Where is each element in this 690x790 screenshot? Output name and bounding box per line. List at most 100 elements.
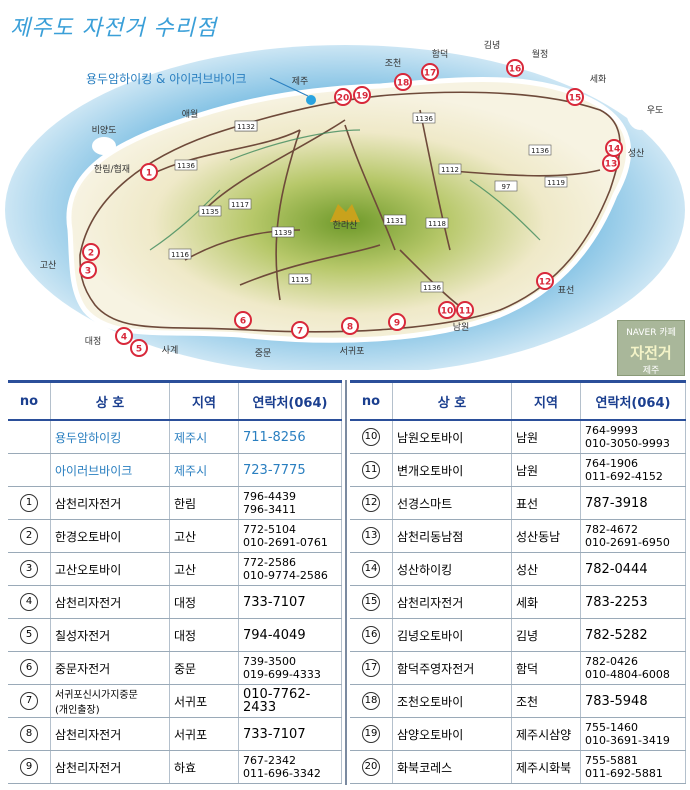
road-sign <box>438 163 462 175</box>
map-marker-label: 12 <box>539 278 552 288</box>
place-label: 고산 <box>40 260 57 271</box>
shop-name: 중문자전거 <box>50 651 170 685</box>
table-row: 14 성산하이킹 성산 782-0444 <box>350 552 686 586</box>
table-row: 9 삼천리자전거 하효 767-2342 011-696-3342 <box>8 750 342 784</box>
shop-name: 삼천리동남점 <box>392 519 512 553</box>
table-row: 4 삼천리자전거 대정 733-7107 <box>8 585 342 619</box>
shop-phone: 739-3500 019-699-4333 <box>238 651 342 685</box>
shop-name: 한경오토바이 <box>50 519 170 553</box>
shop-region: 성산동남 <box>511 519 581 553</box>
shop-phone: 782-0426 010-4804-6008 <box>580 651 686 685</box>
table-row: 8 삼천리자전거 서귀포 733-7107 <box>8 717 342 751</box>
map-marker[interactable] <box>130 339 148 357</box>
map-marker-label: 15 <box>569 94 582 104</box>
table-row: 13 삼천리동남점 성산동남 782-4672 010-2691-6950 <box>350 519 686 553</box>
map-marker[interactable] <box>421 63 439 81</box>
shop-phone: 723-7775 <box>238 453 342 487</box>
road-number: 1136 <box>423 284 441 292</box>
place-label: 세화 <box>590 74 607 85</box>
map-marker-label: 10 <box>441 307 454 317</box>
map-marker[interactable] <box>334 88 352 106</box>
shop-phone: 787-3918 <box>580 486 686 520</box>
shop-name: 서귀포신시가지중문 (개인출장) <box>50 684 170 718</box>
shop-phone: 782-5282 <box>580 618 686 652</box>
map-marker[interactable] <box>394 73 412 91</box>
map-marker-label: 4 <box>121 333 127 343</box>
shop-region: 대정 <box>169 618 239 652</box>
col-name: 상 호 <box>392 380 512 421</box>
row-number: 20 <box>350 750 393 784</box>
map-marker[interactable] <box>506 59 524 77</box>
map-marker[interactable] <box>79 261 97 279</box>
map-marker[interactable] <box>291 321 309 339</box>
map-marker-label: 13 <box>605 160 618 170</box>
shop-phone: 733-7107 <box>238 585 342 619</box>
map-marker-label: 8 <box>347 323 353 333</box>
col-region: 지역 <box>511 380 581 421</box>
road-sign <box>420 281 444 293</box>
row-number: 7 <box>8 684 51 718</box>
shop-name: 고산오토바이 <box>50 552 170 586</box>
map-marker[interactable] <box>566 88 584 106</box>
place-label: 대정 <box>85 336 102 347</box>
map-marker-label: 18 <box>397 79 410 89</box>
shop-region: 한림 <box>169 486 239 520</box>
table-row: 18 조천오토바이 조천 783-5948 <box>350 684 686 718</box>
row-number: 18 <box>350 684 393 718</box>
shop-name: 삼천리자전거 <box>50 486 170 520</box>
shop-region: 대정 <box>169 585 239 619</box>
map-marker[interactable] <box>536 272 554 290</box>
naver-cafe-badge[interactable]: NAVER 카페 자전거 제주 <box>617 320 685 376</box>
shop-name: 남원오토바이 <box>392 420 512 454</box>
road-number: 1115 <box>291 276 309 284</box>
place-label: 월정 <box>532 48 549 60</box>
road-number: 97 <box>502 183 511 191</box>
table-row: 12 선경스마트 표선 787-3918 <box>350 486 686 520</box>
shop-name: 화북코레스 <box>392 750 512 784</box>
road-sign <box>168 248 192 260</box>
place-label: 사계 <box>162 344 179 356</box>
map-marker[interactable] <box>82 243 100 261</box>
badge-top: NAVER 카페 <box>626 328 676 338</box>
map-marker[interactable] <box>353 86 371 104</box>
map-marker[interactable] <box>605 139 623 157</box>
map-marker[interactable] <box>115 327 133 345</box>
road-number: 1136 <box>177 162 195 170</box>
row-number: 16 <box>350 618 393 652</box>
shop-phone: 764-9993 010-3050-9993 <box>580 420 686 454</box>
shop-region: 제주시 <box>169 453 239 487</box>
table-row: 11 변개오토바이 남원 764-1906 011-692-4152 <box>350 453 686 487</box>
map-marker-label: 2 <box>88 249 94 259</box>
shop-region: 중문 <box>169 651 239 685</box>
shop-phone: 755-1460 010-3691-3419 <box>580 717 686 751</box>
map-marker-label: 19 <box>356 92 369 102</box>
location-dot <box>306 95 316 105</box>
map-marker[interactable] <box>388 313 406 331</box>
map-marker[interactable] <box>140 163 158 181</box>
road-number: 1112 <box>441 166 459 174</box>
row-number: 6 <box>8 651 51 685</box>
table-row: 용두암하이킹 제주시 711-8256 <box>8 420 342 454</box>
map-marker[interactable] <box>456 301 474 319</box>
map-marker-label: 20 <box>337 94 350 104</box>
shop-region: 함덕 <box>511 651 581 685</box>
place-label: 서귀포 <box>340 346 365 357</box>
row-number: 19 <box>350 717 393 751</box>
shop-name: 삼천리자전거 <box>50 750 170 784</box>
map-marker[interactable] <box>438 301 456 319</box>
road-sign <box>234 120 258 132</box>
row-number: 14 <box>350 552 393 586</box>
road-number: 1136 <box>531 147 549 155</box>
map-marker[interactable] <box>234 311 252 329</box>
road-sign <box>383 214 407 226</box>
road-number: 1135 <box>201 208 219 216</box>
table-row: 1 삼천리자전거 한림 796-4439 796-3411 <box>8 486 342 520</box>
shop-phone: 782-4672 010-2691-6950 <box>580 519 686 553</box>
table-row: 7 서귀포신시가지중문 (개인출장) 서귀포 010-7762-2433 <box>8 684 342 718</box>
map-marker[interactable] <box>341 317 359 335</box>
table-row: 아이러브바이크 제주시 723-7775 <box>8 453 342 487</box>
shop-phone: 772-2586 010-9774-2586 <box>238 552 342 586</box>
table-row: 10 남원오토바이 남원 764-9993 010-3050-9993 <box>350 420 686 454</box>
road-sign <box>271 226 295 238</box>
shop-region: 남원 <box>511 420 581 454</box>
